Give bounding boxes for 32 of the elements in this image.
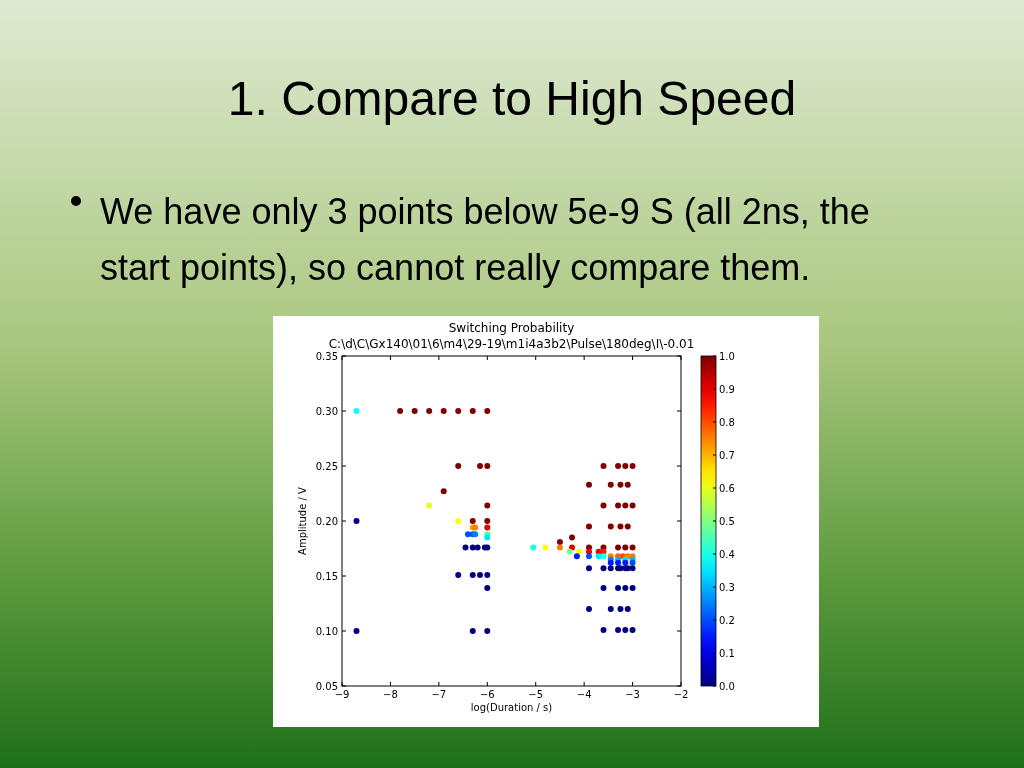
- color-bar-label: 0.8: [719, 416, 735, 428]
- color-bar-label: 0.1: [719, 647, 735, 659]
- x-tick-label: −8: [383, 689, 398, 700]
- color-bar-label: 0.2: [719, 614, 735, 626]
- color-bar-label: 0.3: [719, 581, 735, 593]
- x-tick-label: −3: [625, 689, 640, 700]
- color-bar-label: 0.9: [719, 383, 735, 395]
- x-tick-label: −5: [528, 689, 544, 700]
- text: 1. Compare to High Speed: [227, 72, 797, 125]
- chart-subtitle: C:\d\C\Gx140\01\6\m4\29-19\m1i4a3b2\Pulse\180deg\I\-0.01: [328, 337, 695, 351]
- y-tick-label: 0.35: [315, 350, 338, 362]
- y-tick-label: 0.20: [315, 515, 338, 527]
- color-bar-label: 0.5: [719, 515, 735, 527]
- x-tick-label: −4: [576, 689, 592, 700]
- x-tick-label: −7: [431, 689, 447, 700]
- color-bar-label: 0.7: [719, 449, 735, 461]
- color-bar-label: 0.4: [719, 548, 735, 560]
- text: We have only 3 points below 5e-9 S (all 2ns, the start points), so cannot really compare them.: [100, 190, 871, 290]
- x-tick-label: −9: [334, 689, 350, 700]
- y-tick-label: 0.30: [315, 405, 338, 417]
- y-tick-label: 0.10: [315, 625, 338, 637]
- y-tick-label: 0.25: [315, 460, 338, 472]
- y-axis-title: Amplitude / V: [297, 486, 308, 555]
- x-tick-label: −2: [673, 689, 689, 700]
- color-bar-label: 0.0: [719, 680, 735, 692]
- x-axis-title: log(Duration / s): [470, 702, 553, 713]
- y-tick-label: 0.15: [315, 570, 338, 582]
- color-bar-label: 0.6: [719, 482, 735, 494]
- color-bar-label: 1.0: [719, 350, 735, 362]
- y-tick-label: 0.05: [315, 680, 338, 692]
- x-tick-label: −6: [479, 689, 495, 700]
- chart-title: Switching Probability: [448, 321, 575, 335]
